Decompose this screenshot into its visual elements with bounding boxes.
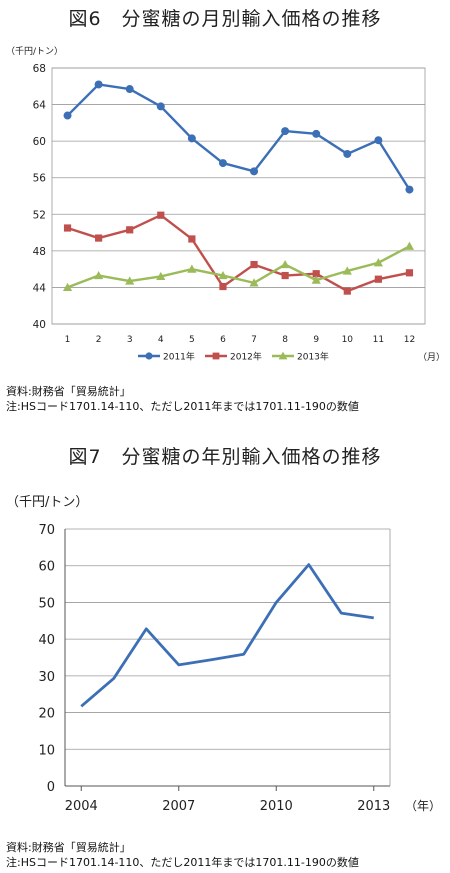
chart2-y-tick-label: 10 bbox=[38, 743, 55, 758]
chart1-point-2 bbox=[94, 270, 104, 280]
chart2-y-tick-label: 40 bbox=[38, 633, 55, 648]
chart1-point-1 bbox=[281, 271, 289, 280]
chart1-y-tick-label: 68 bbox=[33, 63, 46, 75]
chart2-y-tick-label: 50 bbox=[38, 596, 55, 611]
chart1-point-0 bbox=[281, 127, 290, 136]
chart1-series-line-1 bbox=[67, 213, 410, 293]
chart1-point-2 bbox=[373, 258, 383, 267]
chart1-point-1 bbox=[95, 234, 103, 242]
chart2-y-tick-label: 30 bbox=[38, 670, 55, 685]
chart1-point-1 bbox=[219, 282, 227, 291]
chart2-title: 図7 分蜜糖の年別輸入価格の推移 bbox=[68, 446, 382, 468]
chart1-x-tick-label: 1 bbox=[65, 335, 71, 345]
chart1-y-axis-label: （千円/トン） bbox=[6, 46, 63, 57]
chart1-point-1 bbox=[126, 226, 134, 234]
chart1-x-tick-label: 8 bbox=[282, 335, 288, 345]
chart2-y-tick-label: 20 bbox=[38, 707, 55, 722]
chart1-point-1 bbox=[312, 270, 320, 278]
chart1-point-0 bbox=[94, 80, 103, 89]
chart1-point-2 bbox=[156, 271, 166, 281]
chart1-title: 図6 分蜜糖の月別輸入価格の推移 bbox=[68, 8, 382, 30]
chart1-series-line-0 bbox=[66, 83, 411, 191]
chart1-x-tick-label: 11 bbox=[373, 335, 384, 345]
chart1-point-1 bbox=[405, 269, 414, 277]
chart1-point-2 bbox=[62, 282, 73, 292]
chart2-source: 資料:財務省「貿易統計」 bbox=[6, 841, 131, 854]
chart1-point-0 bbox=[156, 102, 165, 111]
chart1-legend-label: 2011年 bbox=[163, 351, 195, 363]
chart1-x-tick-label: 3 bbox=[127, 335, 133, 345]
chart1-point-0 bbox=[312, 129, 321, 138]
chart1-y-tick-label: 48 bbox=[33, 246, 46, 258]
chart1-y-tick-label: 40 bbox=[33, 319, 46, 331]
chart1-legend-marker bbox=[145, 352, 153, 360]
chart1-x-tick-label: 6 bbox=[220, 335, 226, 345]
chart1-x-axis-label: （月） bbox=[418, 352, 445, 363]
chart1-point-2 bbox=[218, 270, 228, 280]
chart1-point-1 bbox=[188, 235, 196, 243]
chart1-point-2 bbox=[404, 241, 415, 250]
chart2-x-tick-label: 2010 bbox=[260, 799, 293, 814]
chart1-x-tick-label: 2 bbox=[96, 335, 102, 345]
chart2-x-tick-label: 2013 bbox=[357, 799, 390, 814]
chart2-series-line bbox=[80, 563, 374, 708]
chart1-footnote: 注:HSコード1701.14-110、ただし2011年までは1701.11-19… bbox=[6, 400, 359, 413]
chart1-legend-marker bbox=[212, 352, 220, 360]
chart1-point-0 bbox=[343, 149, 352, 158]
chart1-point-2 bbox=[280, 259, 290, 269]
chart1-x-tick-label: 9 bbox=[313, 335, 319, 345]
chart1-point-0 bbox=[374, 136, 383, 145]
chart1-x-tick-label: 10 bbox=[342, 335, 354, 345]
chart1-plot-border bbox=[51, 67, 426, 325]
chart1-x-tick-label: 12 bbox=[404, 335, 415, 345]
chart1-y-tick-label: 44 bbox=[33, 282, 47, 294]
chart1-point-0 bbox=[218, 159, 227, 168]
chart1-source: 資料:財務省「貿易統計」 bbox=[6, 385, 131, 398]
chart1-point-0 bbox=[250, 167, 259, 176]
chart1-point-2 bbox=[342, 266, 352, 275]
chart1-point-1 bbox=[250, 260, 258, 269]
chart2-y-axis-label: （千円/トン） bbox=[6, 495, 88, 510]
chart1-point-1 bbox=[374, 275, 382, 283]
chart1-x-tick-label: 5 bbox=[189, 335, 195, 345]
chart2-y-tick-label: 60 bbox=[38, 560, 55, 575]
chart2-y-tick-label: 0 bbox=[47, 780, 55, 795]
chart1-point-0 bbox=[125, 85, 134, 94]
chart1-point-2 bbox=[125, 276, 135, 285]
chart1-y-tick-label: 52 bbox=[33, 209, 46, 221]
chart1-point-0 bbox=[63, 111, 72, 120]
chart1-legend-marker bbox=[278, 351, 288, 360]
chart1-point-1 bbox=[343, 287, 351, 295]
chart1-x-tick-label: 7 bbox=[251, 335, 257, 345]
chart1-point-0 bbox=[405, 185, 414, 194]
chart2-x-tick-label: 2004 bbox=[65, 799, 98, 814]
chart1-point-0 bbox=[187, 134, 196, 143]
chart2-y-tick-label: 70 bbox=[38, 523, 55, 538]
chart1-point-2 bbox=[187, 264, 197, 273]
chart1-point-1 bbox=[157, 211, 165, 219]
chart1-y-tick-label: 64 bbox=[33, 100, 47, 112]
chart1-x-tick-label: 4 bbox=[158, 335, 164, 345]
chart1-y-tick-label: 60 bbox=[33, 136, 46, 148]
chart2-x-tick-label: 2007 bbox=[162, 799, 195, 814]
chart1-series-line-2 bbox=[67, 245, 411, 289]
chart1-point-1 bbox=[63, 224, 72, 232]
chart1-point-2 bbox=[249, 278, 259, 287]
chart2-x-axis-label: （年） bbox=[405, 799, 441, 813]
chart1-legend-label: 2012年 bbox=[230, 351, 262, 363]
chart2-footnote: 注:HSコード1701.14-110、ただし2011年までは1701.11-19… bbox=[6, 856, 359, 869]
chart1-point-2 bbox=[311, 275, 321, 284]
chart1-legend-label: 2013年 bbox=[297, 351, 329, 363]
chart1-y-tick-label: 56 bbox=[33, 173, 47, 185]
